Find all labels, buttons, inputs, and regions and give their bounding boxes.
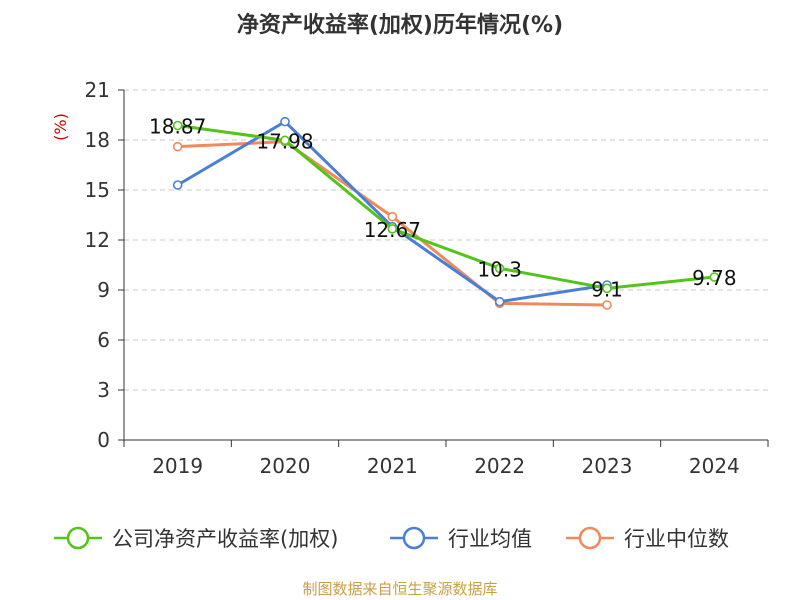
data-point bbox=[172, 180, 183, 190]
legend-label: 行业均值 bbox=[448, 527, 532, 551]
legend-item: 公司净资产收益率(加权) bbox=[54, 526, 338, 551]
data-label: 12.67 bbox=[364, 218, 421, 242]
grid bbox=[124, 89, 768, 391]
legend-label: 公司净资产收益率(加权) bbox=[112, 527, 338, 551]
data-point bbox=[387, 224, 398, 234]
y-tick-label: 0 bbox=[97, 428, 110, 452]
data-label: 10.3 bbox=[477, 257, 522, 281]
series bbox=[172, 116, 720, 310]
legend-item: 行业均值 bbox=[390, 526, 532, 551]
data-point bbox=[602, 283, 612, 294]
legend-swatch-marker bbox=[66, 526, 90, 550]
y-tick-label: 6 bbox=[97, 328, 110, 352]
series-line bbox=[176, 120, 608, 304]
series-line bbox=[177, 124, 715, 290]
y-tick-label: 21 bbox=[85, 78, 110, 102]
x-tick-label: 2019 bbox=[152, 454, 203, 478]
y-axis-label: (%) bbox=[51, 113, 70, 141]
data-point bbox=[602, 300, 612, 310]
legend-swatch-marker bbox=[402, 526, 426, 550]
data-point bbox=[172, 141, 183, 152]
x-tick-label: 2020 bbox=[260, 454, 311, 478]
y-tick-label: 3 bbox=[97, 378, 110, 402]
chart-title: 净资产收益率(加权)历年情况(%) bbox=[237, 12, 563, 38]
source-note: 制图数据来自恒生聚源数据库 bbox=[302, 580, 497, 598]
axes: 0 3 6 9 12 15 18 21 2019 2020 2021 2022 2023 2024 bbox=[85, 78, 769, 478]
legend-label: 行业中位数 bbox=[624, 527, 729, 551]
data-point bbox=[709, 272, 720, 282]
data-point bbox=[280, 135, 290, 146]
x-tick-label: 2023 bbox=[582, 454, 633, 478]
data-label: 9.78 bbox=[692, 266, 737, 290]
y-tick-label: 9 bbox=[97, 278, 110, 302]
y-tick-label: 18 bbox=[85, 128, 110, 152]
data-point bbox=[494, 296, 505, 307]
legend-item: 行业中位数 bbox=[566, 526, 729, 551]
data-label: 9.1 bbox=[591, 277, 623, 301]
legend: 公司净资产收益率(加权) 行业均值 行业中位数 bbox=[54, 526, 729, 551]
y-tick-label: 12 bbox=[85, 228, 110, 252]
data-point bbox=[280, 116, 290, 127]
x-tick-label: 2022 bbox=[474, 454, 525, 478]
y-tick-label: 15 bbox=[85, 178, 110, 202]
legend-swatch-marker bbox=[578, 526, 602, 550]
data-point bbox=[387, 211, 398, 222]
data-label: 18.87 bbox=[149, 115, 206, 139]
data-labels: 18.87 17.98 12.67 10.3 9.1 9.78 bbox=[149, 115, 737, 302]
data-label: 17.98 bbox=[256, 129, 313, 153]
data-point bbox=[172, 120, 183, 131]
x-tick-label: 2024 bbox=[689, 454, 740, 478]
data-point bbox=[494, 263, 505, 274]
x-tick-label: 2021 bbox=[367, 454, 418, 478]
